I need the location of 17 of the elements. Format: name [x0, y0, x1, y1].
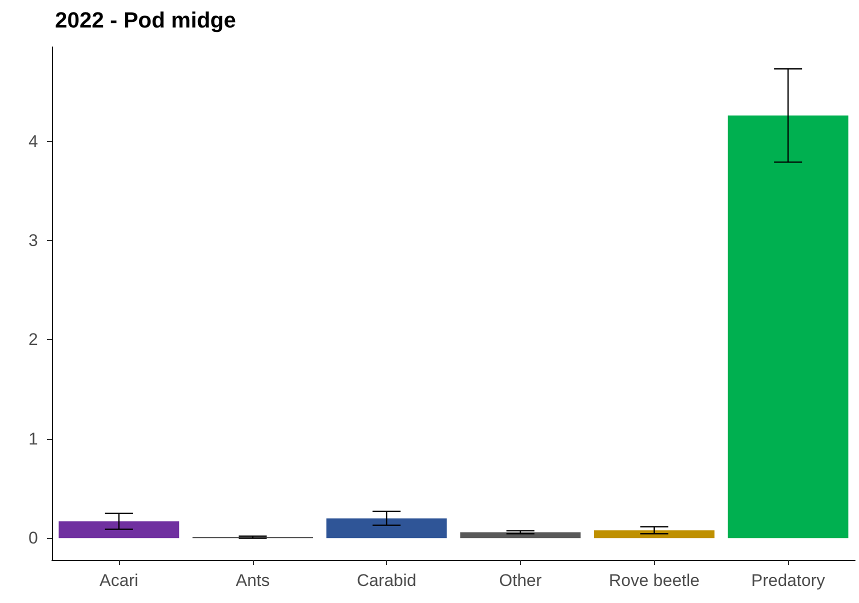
y-tick-label: 3 — [28, 230, 38, 250]
x-tick-label: Other — [499, 571, 542, 590]
x-tick-label: Ants — [236, 571, 270, 590]
bar — [460, 532, 581, 538]
bar — [326, 518, 447, 538]
x-tick-label: Predatory — [751, 571, 826, 590]
x-tick-label: Acari — [100, 571, 138, 590]
x-tick-label: Carabid — [356, 571, 416, 590]
bar — [58, 521, 180, 538]
y-tick-label: 2 — [28, 330, 38, 350]
y-tick-label: 0 — [28, 528, 38, 548]
chart-title: 2022 - Pod midge — [55, 8, 236, 32]
y-tick-label: 4 — [28, 132, 38, 151]
bar — [594, 530, 714, 538]
y-tick-label: 1 — [28, 429, 38, 448]
x-tick-label: Rove beetle — [608, 571, 700, 590]
bar — [728, 115, 848, 538]
